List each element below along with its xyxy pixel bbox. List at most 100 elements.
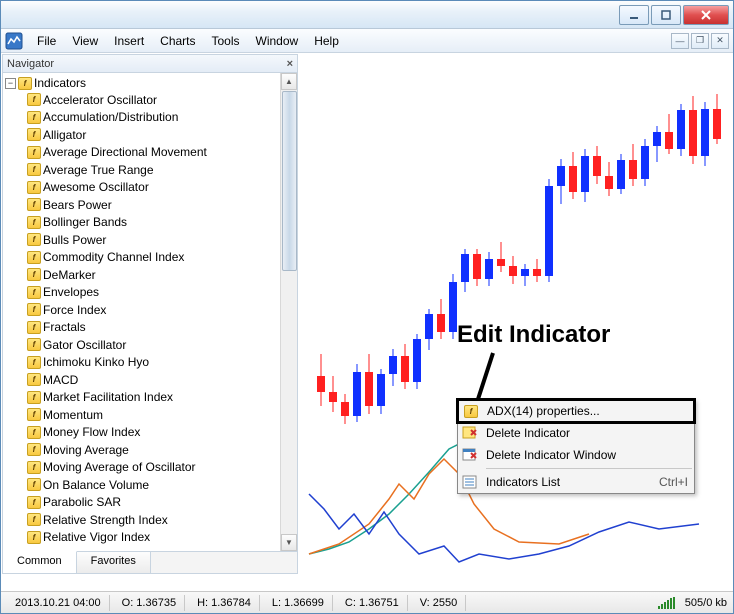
window-close-button[interactable]: [683, 5, 729, 25]
indicator-fx-icon: f: [27, 443, 41, 456]
tree-item[interactable]: fForce Index: [5, 301, 297, 319]
tab-favorites[interactable]: Favorites: [77, 552, 151, 573]
connection-bars-icon: [658, 597, 675, 609]
tree-item[interactable]: fMoving Average of Oscillator: [5, 459, 297, 477]
tree-item[interactable]: fAccelerator Oscillator: [5, 91, 297, 109]
tree-item[interactable]: fAlligator: [5, 126, 297, 144]
indicator-fx-icon: f: [27, 426, 41, 439]
tree-item[interactable]: fCommodity Channel Index: [5, 249, 297, 267]
tree-item-label: Alligator: [43, 128, 86, 142]
tree-item[interactable]: fIchimoku Kinko Hyo: [5, 354, 297, 372]
tree-item[interactable]: fBulls Power: [5, 231, 297, 249]
menu-charts[interactable]: Charts: [152, 31, 203, 51]
tree-item[interactable]: fBears Power: [5, 196, 297, 214]
indicator-fx-icon: f: [27, 216, 41, 229]
menu-help[interactable]: Help: [306, 31, 347, 51]
status-open: O: 1.36735: [114, 595, 185, 611]
tree-item-label: On Balance Volume: [43, 478, 149, 492]
scroll-down-button[interactable]: ▼: [281, 534, 297, 551]
collapse-icon[interactable]: −: [5, 78, 16, 89]
mdi-close-button[interactable]: ✕: [711, 33, 729, 49]
navigator-panel: Navigator × − f Indicators fAccelerator …: [2, 54, 298, 574]
scroll-thumb[interactable]: [282, 91, 297, 271]
tree-item[interactable]: fBollinger Bands: [5, 214, 297, 232]
mdi-minimize-button[interactable]: —: [671, 33, 689, 49]
tree-item[interactable]: fFractals: [5, 319, 297, 337]
tree-item[interactable]: fAverage True Range: [5, 161, 297, 179]
navigator-close-button[interactable]: ×: [287, 58, 293, 70]
mdi-restore-button[interactable]: ❐: [691, 33, 709, 49]
chart-area[interactable]: [299, 54, 733, 574]
tree-item[interactable]: fMoving Average: [5, 441, 297, 459]
tree-item[interactable]: fOn Balance Volume: [5, 476, 297, 494]
delete-window-icon: [460, 447, 480, 463]
tree-item[interactable]: fDeMarker: [5, 266, 297, 284]
status-high: H: 1.36784: [189, 595, 260, 611]
navigator-tabs: Common Favorites: [3, 551, 297, 573]
ctx-properties-label: ADX(14) properties...: [487, 404, 600, 418]
tree-item-label: Moving Average of Oscillator: [43, 460, 196, 474]
tree-item[interactable]: fAwesome Oscillator: [5, 179, 297, 197]
tree-item[interactable]: fEnvelopes: [5, 284, 297, 302]
window-minimize-button[interactable]: [619, 5, 649, 25]
tree-item-label: Momentum: [43, 408, 103, 422]
tree-item[interactable]: fMoney Flow Index: [5, 424, 297, 442]
navigator-header: Navigator ×: [3, 55, 297, 73]
indicator-fx-icon: f: [27, 181, 41, 194]
indicator-fx-icon: f: [27, 233, 41, 246]
tree-item[interactable]: fAccumulation/Distribution: [5, 109, 297, 127]
chart-canvas: [299, 54, 733, 574]
indicator-fx-icon: f: [27, 251, 41, 264]
tree-item-label: Parabolic SAR: [43, 495, 121, 509]
app-icon: [5, 32, 23, 50]
window-maximize-button[interactable]: [651, 5, 681, 25]
scroll-up-button[interactable]: ▲: [281, 73, 297, 90]
tree-item[interactable]: fGator Oscillator: [5, 336, 297, 354]
tree-item[interactable]: fMarket Facilitation Index: [5, 389, 297, 407]
indicator-fx-icon: f: [27, 513, 41, 526]
ctx-list-shortcut: Ctrl+I: [659, 475, 688, 489]
ctx-delete-indicator[interactable]: Delete Indicator: [458, 422, 694, 444]
menu-insert[interactable]: Insert: [106, 31, 152, 51]
tree-item[interactable]: fRelative Strength Index: [5, 511, 297, 529]
status-close: C: 1.36751: [337, 595, 408, 611]
indicator-fx-icon: f: [27, 321, 41, 334]
tree-item-label: Awesome Oscillator: [43, 180, 149, 194]
tree-item-label: Average Directional Movement: [43, 145, 207, 159]
tree-item-label: DeMarker: [43, 268, 96, 282]
tree-root-indicators[interactable]: − f Indicators: [5, 75, 297, 91]
ctx-delete-window[interactable]: Delete Indicator Window: [458, 444, 694, 466]
tree-item[interactable]: fMACD: [5, 371, 297, 389]
tree-item[interactable]: fRelative Vigor Index: [5, 529, 297, 547]
ctx-separator: [486, 468, 692, 469]
tree-item-label: Money Flow Index: [43, 425, 140, 439]
list-icon: [460, 474, 480, 490]
indicator-fx-icon: f: [27, 163, 41, 176]
tree-scrollbar[interactable]: ▲ ▼: [280, 73, 297, 551]
menu-window[interactable]: Window: [248, 31, 307, 51]
tree-item[interactable]: fAverage Directional Movement: [5, 144, 297, 162]
tree-root-label: Indicators: [34, 76, 86, 90]
menu-tools[interactable]: Tools: [204, 31, 248, 51]
titlebar: [1, 1, 733, 29]
tree-item-label: Force Index: [43, 303, 106, 317]
tree-item-label: Envelopes: [43, 285, 99, 299]
status-low: L: 1.36699: [264, 595, 333, 611]
ctx-delete-indicator-label: Delete Indicator: [486, 426, 570, 440]
menubar: File View Insert Charts Tools Window Hel…: [1, 29, 733, 53]
indicator-context-menu: f ADX(14) properties... Delete Indicator…: [457, 399, 695, 494]
ctx-indicators-list[interactable]: Indicators List Ctrl+I: [458, 471, 694, 493]
tree-item[interactable]: fParabolic SAR: [5, 494, 297, 512]
indicator-fx-icon: f: [27, 496, 41, 509]
navigator-tree: − f Indicators fAccelerator OscillatorfA…: [3, 73, 297, 551]
indicator-fx-icon: f: [27, 128, 41, 141]
menu-file[interactable]: File: [29, 31, 64, 51]
tree-item[interactable]: fMomentum: [5, 406, 297, 424]
indicator-fx-icon: f: [27, 531, 41, 544]
ctx-properties[interactable]: f ADX(14) properties...: [456, 398, 696, 424]
menu-view[interactable]: View: [64, 31, 106, 51]
tree-item-label: Accumulation/Distribution: [43, 110, 178, 124]
tree-item-label: Ichimoku Kinko Hyo: [43, 355, 149, 369]
indicator-fx-icon: f: [27, 93, 41, 106]
tab-common[interactable]: Common: [3, 551, 77, 573]
